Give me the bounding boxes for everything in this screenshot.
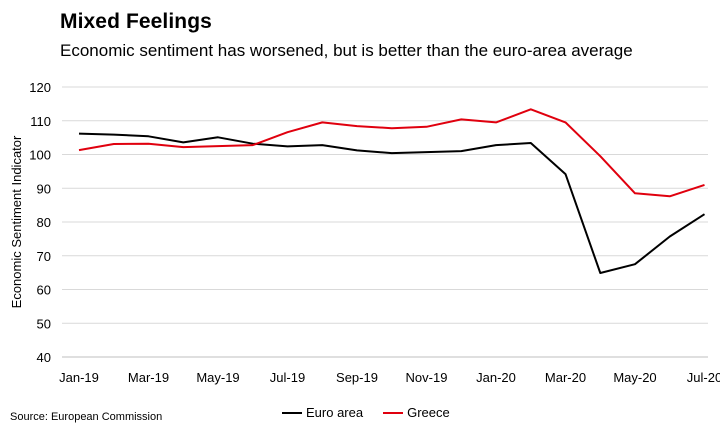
series-line-euro-area	[78, 132, 706, 274]
legend-swatch-greece	[383, 411, 404, 414]
source-note: Source: European Commission	[10, 411, 163, 423]
legend-item-euro-area: Euro area	[282, 405, 363, 420]
y-tick-label: 100	[29, 148, 51, 163]
x-tick-label: Nov-19	[406, 370, 448, 385]
y-tick-label: 80	[37, 215, 51, 230]
y-tick-label: 110	[30, 114, 51, 129]
x-tick-label: Jul-19	[270, 370, 305, 385]
gridlines	[62, 86, 708, 324]
x-tick-label: Jul-20	[687, 370, 720, 385]
x-tick-label: Mar-20	[545, 370, 586, 385]
x-tick-label: Sep-19	[336, 370, 378, 385]
x-tick-label: May-19	[196, 370, 239, 385]
y-axis-label: Economic Sentiment Indicator	[9, 135, 24, 308]
y-tick-label: 120	[29, 80, 51, 95]
x-tick-label: Jan-20	[476, 370, 516, 385]
y-tick-label: 60	[37, 283, 51, 298]
series-line-greece	[78, 108, 705, 198]
x-axis-tick-labels: Jan-19 Mar-19 May-19 Jul-19 Sep-19 Nov-19 Jan-…	[59, 370, 720, 385]
legend-swatch-euro-area	[282, 411, 302, 414]
series-lines	[78, 108, 706, 274]
y-tick-label: 40	[37, 350, 51, 365]
x-tick-label: Jan-19	[59, 370, 99, 385]
chart-subtitle: Economic sentiment has worsened, but is …	[60, 41, 633, 60]
y-axis-tick-labels: 40 50 60 70 80 90 100 110 120	[29, 80, 51, 365]
legend-label-euro-area: Euro area	[306, 405, 364, 420]
x-tick-label: Mar-19	[128, 370, 169, 385]
chart-title: Mixed Feelings	[60, 10, 212, 33]
legend-item-greece: Greece	[383, 405, 450, 420]
legend-label-greece: Greece	[407, 405, 450, 420]
y-tick-label: 90	[37, 181, 51, 196]
x-tick-label: May-20	[613, 370, 656, 385]
y-tick-label: 70	[37, 249, 51, 264]
y-tick-label: 50	[37, 316, 51, 331]
legend: Euro area Greece	[282, 405, 450, 420]
